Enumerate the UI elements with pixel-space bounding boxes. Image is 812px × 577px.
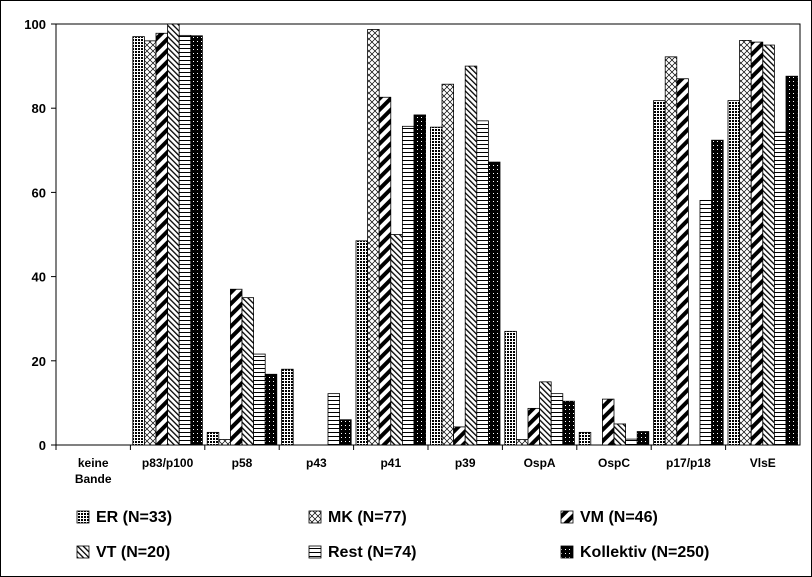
y-tick-label: 60 [32,185,46,200]
bar [241,297,255,446]
bar [785,75,799,446]
x-tick-label: OspA [524,456,556,470]
bar [653,100,666,446]
bar [504,330,517,446]
legend-item: VM (N=46) [560,509,658,526]
x-tick-label: p83/p100 [142,456,194,470]
bars [132,23,799,446]
bar [167,23,180,446]
legend-item: Kollektiv (N=250) [560,544,709,561]
legend-swatch [560,545,574,559]
legend-swatch [308,545,322,559]
y-tick-label: 40 [32,270,46,285]
bar [253,353,266,446]
bar [539,381,552,446]
bar [441,83,455,446]
bar [613,423,627,446]
x-tick-label: VlsE [750,456,776,470]
bar [711,139,724,446]
bar [676,78,689,446]
bar [355,240,369,446]
bar [516,439,529,446]
bar [429,126,443,446]
bar [218,439,231,446]
bar [625,438,638,446]
bar [401,125,415,446]
bar [602,398,615,446]
bar [727,100,741,446]
legend-item: ER (N=33) [76,509,172,526]
bar [476,120,489,446]
bar [739,40,752,446]
legend: ER (N=33) MK (N=77) VM (N=46) VT (N=20) Rest… [76,509,709,561]
legend-label: ER (N=33) [96,509,172,526]
bar [264,373,278,446]
legend-swatch [76,545,90,559]
legend-label: Kollektiv (N=250) [580,544,709,561]
bar [190,35,203,446]
legend-swatch [560,510,574,524]
legend-item: MK (N=77) [308,509,407,526]
bar [390,234,403,446]
bar [367,29,380,446]
y-tick-label: 20 [32,354,46,369]
y-tick-label: 100 [24,17,46,32]
x-tick-label: p41 [380,456,401,470]
bar [487,161,501,446]
y-tick-label: 80 [32,101,46,116]
x-tick-label: keine Bande [75,456,112,486]
bar [750,41,764,446]
legend-label: VT (N=20) [96,544,170,561]
legend-item: VT (N=20) [76,544,170,561]
legend-item: Rest (N=74) [308,544,416,561]
legend-swatch [308,510,322,524]
legend-label: Rest (N=74) [328,544,416,561]
bar [281,368,294,446]
bar [178,34,192,446]
bar [774,131,787,446]
bar [339,419,352,446]
y-tick-label: 0 [39,438,46,453]
x-tick-label: OspC [598,456,630,470]
bar [578,431,592,446]
bar [550,393,564,446]
bar [762,44,775,446]
bar [453,426,466,446]
bar [206,431,220,446]
bar [664,56,678,446]
bar [143,40,157,446]
x-axis: keine Bande p83/p100 p58 p43 p41 p39 OspA OspC p1… [55,445,776,486]
x-tick-label: p43 [306,456,327,470]
bar [636,431,650,446]
bar [155,32,169,446]
bar [132,36,145,446]
legend-label: MK (N=77) [328,509,407,526]
legend-swatch [76,510,90,524]
bar [464,65,478,446]
x-tick-label: p58 [232,456,253,470]
bar [413,114,427,446]
x-tick-label: p39 [455,456,476,470]
bar [699,199,713,446]
bar [562,400,575,446]
x-tick-label: p17/p18 [666,456,711,470]
bar [327,393,341,446]
legend-label: VM (N=46) [580,509,658,526]
bar [229,288,243,446]
bar [378,96,392,446]
bar [527,407,541,446]
